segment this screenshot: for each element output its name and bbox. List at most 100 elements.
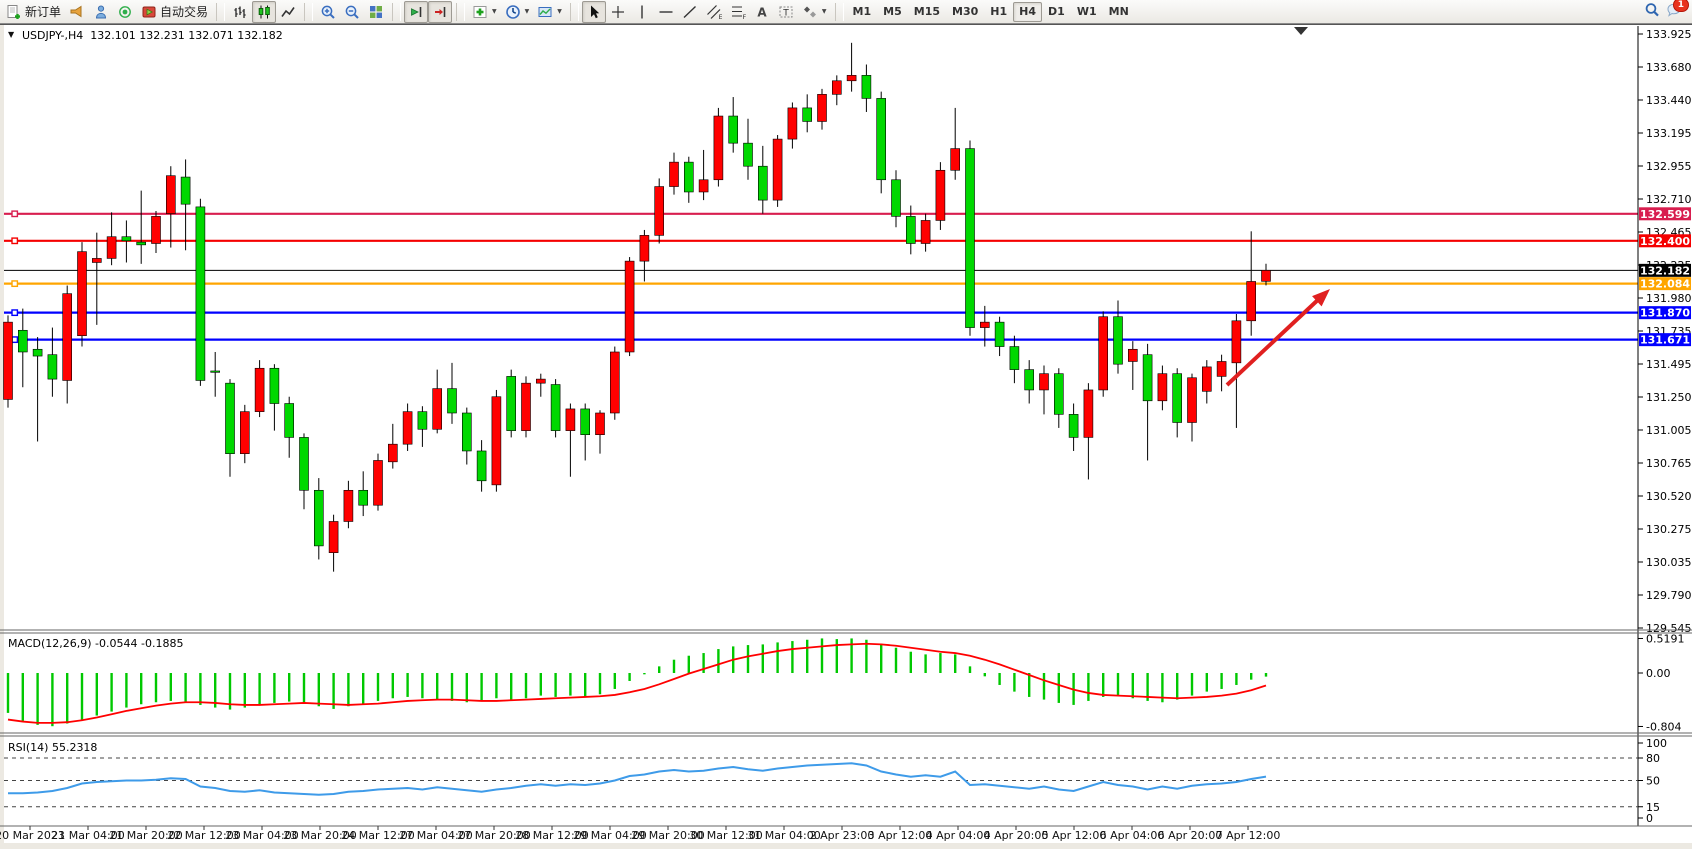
candle-body <box>17 329 28 353</box>
hline-button[interactable] <box>654 1 678 23</box>
hline-anchor[interactable] <box>11 280 19 288</box>
tf-m15[interactable]: M15 <box>913 5 941 18</box>
price-axis[interactable]: 133.925 133.680 133.440 133.195 132.955 132.7… <box>1637 26 1692 826</box>
candle-body <box>891 179 901 217</box>
candle-body <box>550 384 561 431</box>
tf-h1[interactable]: H1 <box>990 5 1008 18</box>
templates-button[interactable]: ▼ <box>533 1 566 23</box>
channel-icon: E <box>706 4 722 20</box>
price-tick-label: 133.680 <box>1646 61 1692 74</box>
notification-badge: 1 <box>1672 0 1689 12</box>
candle-body <box>1083 389 1094 438</box>
hline-icon <box>659 10 673 13</box>
tf-mn[interactable]: MN <box>1108 5 1129 18</box>
new-order-button[interactable]: 新订单 <box>2 1 65 23</box>
price-tick-label: 129.545 <box>1646 622 1692 635</box>
candle-body <box>1098 316 1108 391</box>
trend-arrow-annotation[interactable] <box>1225 289 1330 387</box>
zoom-in-button[interactable] <box>316 1 340 23</box>
time-label: 29 Mar 20:00 <box>631 829 705 842</box>
candle-body <box>861 75 872 99</box>
text-button[interactable]: A <box>750 1 774 23</box>
candle-body <box>521 382 531 431</box>
signals-button[interactable] <box>113 1 137 23</box>
svg-text:E: E <box>718 13 722 20</box>
candle-body <box>624 260 635 353</box>
crosshair-button[interactable] <box>606 1 630 23</box>
tf-m30[interactable]: M30 <box>952 5 979 18</box>
tf-w1[interactable]: W1 <box>1076 5 1097 18</box>
tf-d1[interactable]: D1 <box>1048 5 1065 18</box>
horizontal-lines[interactable] <box>4 210 1638 344</box>
price-tag-131.671: 131.671 <box>1639 333 1691 347</box>
hline-anchor[interactable] <box>11 309 19 317</box>
trendline-button[interactable] <box>678 1 702 23</box>
periods-button[interactable]: ▼ <box>501 1 534 23</box>
tf-m1[interactable]: M1 <box>852 5 872 18</box>
rsi-line <box>8 762 1267 796</box>
candle-body <box>1142 354 1153 402</box>
candle-body <box>491 396 502 486</box>
chart-shift-button[interactable] <box>428 0 453 23</box>
price-tick-label: 133.440 <box>1646 94 1692 107</box>
svg-text:132.182: 132.182 <box>1640 264 1690 277</box>
price-tag-131.870: 131.870 <box>1639 306 1691 320</box>
candle-body <box>432 388 443 430</box>
tile-windows-button[interactable] <box>364 1 388 23</box>
time-label: 3 Apr 12:00 <box>867 829 933 842</box>
hline-anchor[interactable] <box>11 336 19 344</box>
candle-body <box>1009 346 1020 370</box>
time-label: 6 Apr 20:00 <box>1157 829 1223 842</box>
time-label: 5 Apr 12:00 <box>1041 829 1107 842</box>
autotrade-button-label: 自动交易 <box>160 5 209 19</box>
tf-m5[interactable]: M5 <box>883 5 902 18</box>
toolbar-group: M1 M5 M15 M30 H1 H4 D1 W1 MN <box>847 0 1135 24</box>
candle-body <box>639 235 650 262</box>
toolbar-group <box>316 0 388 24</box>
indicators-button[interactable]: ▼ <box>468 1 501 23</box>
candle-body <box>1187 377 1197 423</box>
candle-body <box>1261 270 1271 282</box>
candle-body <box>151 216 161 244</box>
label-button[interactable]: T <box>774 1 798 23</box>
chart-window: 133.925 133.680 133.440 133.195 132.955 132.7… <box>0 24 1692 849</box>
candle-body <box>461 412 472 452</box>
price-tag-132.599: 132.599 <box>1639 207 1691 221</box>
chevron-down-icon: ▼ <box>557 8 562 15</box>
search-button[interactable] <box>1644 2 1660 22</box>
channel-button[interactable]: E <box>702 1 726 23</box>
rsi-axis-label: 80 <box>1646 752 1660 765</box>
cursor-button[interactable] <box>581 0 606 23</box>
candle-body <box>180 176 191 205</box>
fibonacci-button[interactable]: F <box>726 1 750 23</box>
candle-chart-button[interactable] <box>252 0 277 23</box>
candle-body <box>32 348 43 357</box>
autotrade-button[interactable]: 自动交易 <box>137 1 212 23</box>
zoom-out-button[interactable] <box>340 1 364 23</box>
time-label: 31 Mar 04:00 <box>747 829 821 842</box>
arrows-button[interactable]: ▼ <box>798 1 831 23</box>
toolbar-group <box>228 0 300 24</box>
candle-body <box>240 411 250 454</box>
time-axis[interactable]: 20 Mar 2023 21 Mar 04:00 21 Mar 20:00 22 Ma… <box>0 827 1692 845</box>
chat-button[interactable]: 1 <box>1666 0 1689 22</box>
candle-body <box>1216 361 1227 377</box>
line-chart-button[interactable] <box>276 1 300 23</box>
sound-button[interactable] <box>65 1 89 23</box>
candle-body <box>1202 366 1212 392</box>
chart-shift-marker[interactable] <box>1294 27 1308 35</box>
tf-h4[interactable]: H4 <box>1013 1 1043 22</box>
vline-button[interactable] <box>630 1 654 23</box>
market-publisher-button[interactable] <box>89 1 113 23</box>
price-tick-label: 130.765 <box>1646 457 1692 470</box>
rsi-axis-label: 0 <box>1646 812 1653 825</box>
bar-chart-button[interactable] <box>228 1 252 23</box>
candle-body <box>979 321 990 328</box>
hline-anchor[interactable] <box>11 210 19 218</box>
svg-text:132.400: 132.400 <box>1640 235 1690 248</box>
trendline-icon <box>683 5 696 18</box>
hline-anchor[interactable] <box>11 237 19 245</box>
time-label: 6 Apr 04:00 <box>1099 829 1165 842</box>
chart-shift-end-button[interactable] <box>404 0 429 23</box>
symbol-menu-icon[interactable]: ▼ <box>8 30 15 39</box>
